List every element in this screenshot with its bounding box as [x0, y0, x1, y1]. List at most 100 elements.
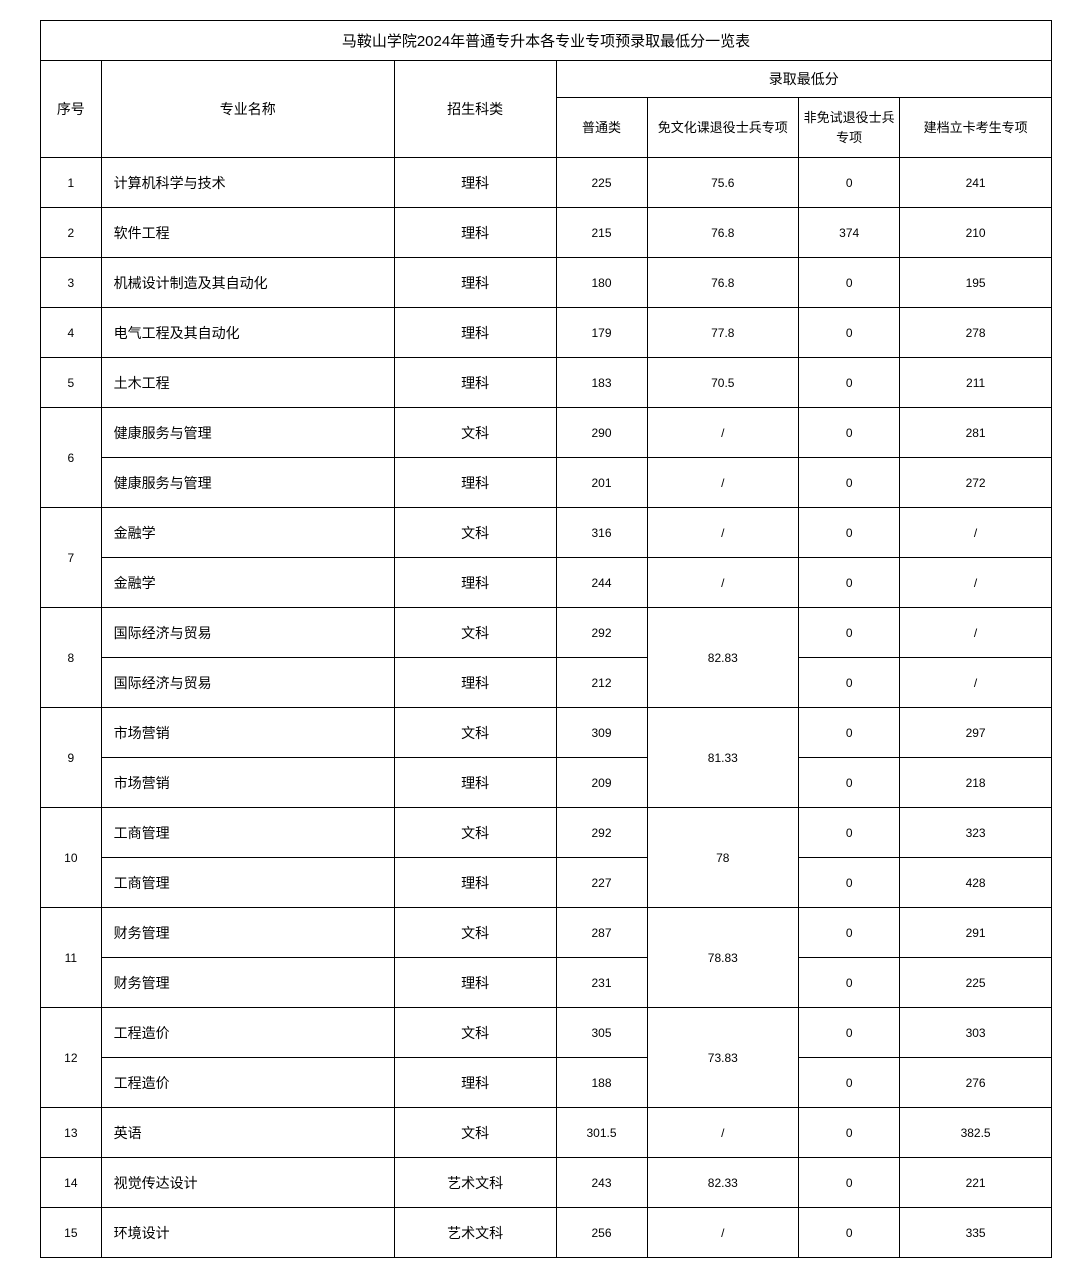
cell-score-veteran-exempt: /: [647, 1208, 799, 1258]
cell-score-veteran-exempt: 78.83: [647, 908, 799, 1008]
header-score3: 非免试退役士兵专项: [799, 98, 900, 158]
cell-category: 艺术文科: [394, 1158, 556, 1208]
cell-score-general: 209: [556, 758, 647, 808]
cell-category: 理科: [394, 858, 556, 908]
cell-category: 文科: [394, 408, 556, 458]
cell-score-general: 227: [556, 858, 647, 908]
cell-score-veteran-nonexempt: 0: [799, 408, 900, 458]
cell-seq: 15: [41, 1208, 102, 1258]
cell-score-veteran-exempt: 81.33: [647, 708, 799, 808]
cell-score-poverty: 278: [900, 308, 1052, 358]
cell-seq: 13: [41, 1108, 102, 1158]
cell-category: 文科: [394, 508, 556, 558]
table-row: 市场营销理科2090218: [41, 758, 1052, 808]
cell-major: 健康服务与管理: [101, 408, 394, 458]
cell-category: 文科: [394, 1108, 556, 1158]
cell-score-veteran-exempt: 82.33: [647, 1158, 799, 1208]
header-score-group: 录取最低分: [556, 61, 1051, 98]
cell-score-poverty: 291: [900, 908, 1052, 958]
cell-score-veteran-exempt: 73.83: [647, 1008, 799, 1108]
cell-score-veteran-exempt: /: [647, 508, 799, 558]
table-row: 3机械设计制造及其自动化理科18076.80195: [41, 258, 1052, 308]
table-row: 财务管理理科2310225: [41, 958, 1052, 1008]
header-score1: 普通类: [556, 98, 647, 158]
cell-score-poverty: 221: [900, 1158, 1052, 1208]
cell-major: 市场营销: [101, 708, 394, 758]
cell-score-general: 244: [556, 558, 647, 608]
header-score2: 免文化课退役士兵专项: [647, 98, 799, 158]
header-seq: 序号: [41, 61, 102, 158]
cell-score-poverty: 225: [900, 958, 1052, 1008]
cell-score-veteran-nonexempt: 0: [799, 858, 900, 908]
cell-score-poverty: 281: [900, 408, 1052, 458]
cell-category: 理科: [394, 458, 556, 508]
table-row: 1计算机科学与技术理科22575.60241: [41, 158, 1052, 208]
cell-score-veteran-nonexempt: 0: [799, 308, 900, 358]
cell-major: 英语: [101, 1108, 394, 1158]
table-title: 马鞍山学院2024年普通专升本各专业专项预录取最低分一览表: [41, 21, 1052, 61]
cell-category: 理科: [394, 1058, 556, 1108]
cell-score-general: 180: [556, 258, 647, 308]
cell-seq: 3: [41, 258, 102, 308]
cell-score-poverty: /: [900, 558, 1052, 608]
cell-score-veteran-nonexempt: 0: [799, 158, 900, 208]
cell-score-poverty: 272: [900, 458, 1052, 508]
cell-score-poverty: 428: [900, 858, 1052, 908]
cell-score-veteran-nonexempt: 0: [799, 1208, 900, 1258]
cell-seq: 7: [41, 508, 102, 608]
cell-score-veteran-exempt: /: [647, 1108, 799, 1158]
cell-score-poverty: /: [900, 658, 1052, 708]
cell-category: 理科: [394, 308, 556, 358]
cell-score-veteran-nonexempt: 0: [799, 758, 900, 808]
cell-major: 国际经济与贸易: [101, 608, 394, 658]
cell-score-general: 290: [556, 408, 647, 458]
cell-seq: 11: [41, 908, 102, 1008]
cell-score-general: 215: [556, 208, 647, 258]
cell-score-general: 243: [556, 1158, 647, 1208]
table-row: 7金融学文科316/0/: [41, 508, 1052, 558]
header-major: 专业名称: [101, 61, 394, 158]
cell-category: 理科: [394, 558, 556, 608]
cell-category: 理科: [394, 208, 556, 258]
cell-seq: 6: [41, 408, 102, 508]
cell-score-veteran-nonexempt: 0: [799, 358, 900, 408]
cell-score-general: 256: [556, 1208, 647, 1258]
cell-score-general: 316: [556, 508, 647, 558]
table-title-row: 马鞍山学院2024年普通专升本各专业专项预录取最低分一览表: [41, 21, 1052, 61]
table-row: 14视觉传达设计艺术文科24382.330221: [41, 1158, 1052, 1208]
cell-category: 文科: [394, 808, 556, 858]
table-row: 11财务管理文科28778.830291: [41, 908, 1052, 958]
cell-category: 文科: [394, 608, 556, 658]
cell-category: 理科: [394, 958, 556, 1008]
cell-score-poverty: 303: [900, 1008, 1052, 1058]
cell-score-poverty: 276: [900, 1058, 1052, 1108]
cell-major: 工程造价: [101, 1008, 394, 1058]
cell-major: 工商管理: [101, 858, 394, 908]
cell-major: 国际经济与贸易: [101, 658, 394, 708]
cell-score-veteran-exempt: 76.8: [647, 258, 799, 308]
cell-category: 文科: [394, 708, 556, 758]
cell-score-veteran-nonexempt: 0: [799, 558, 900, 608]
cell-seq: 4: [41, 308, 102, 358]
table-row: 6健康服务与管理文科290/0281: [41, 408, 1052, 458]
cell-score-poverty: 210: [900, 208, 1052, 258]
cell-score-poverty: 382.5: [900, 1108, 1052, 1158]
cell-score-veteran-nonexempt: 0: [799, 908, 900, 958]
cell-major: 金融学: [101, 508, 394, 558]
cell-score-general: 183: [556, 358, 647, 408]
table-row: 9市场营销文科30981.330297: [41, 708, 1052, 758]
cell-score-general: 201: [556, 458, 647, 508]
cell-score-general: 292: [556, 608, 647, 658]
cell-score-poverty: /: [900, 508, 1052, 558]
table-header-row: 序号 专业名称 招生科类 录取最低分: [41, 61, 1052, 98]
cell-score-veteran-exempt: 70.5: [647, 358, 799, 408]
table-row: 国际经济与贸易理科2120/: [41, 658, 1052, 708]
cell-score-veteran-nonexempt: 0: [799, 258, 900, 308]
cell-score-poverty: 241: [900, 158, 1052, 208]
table-row: 15环境设计艺术文科256/0335: [41, 1208, 1052, 1258]
cell-major: 工程造价: [101, 1058, 394, 1108]
cell-score-veteran-nonexempt: 0: [799, 458, 900, 508]
cell-score-general: 225: [556, 158, 647, 208]
cell-category: 理科: [394, 358, 556, 408]
cell-major: 机械设计制造及其自动化: [101, 258, 394, 308]
